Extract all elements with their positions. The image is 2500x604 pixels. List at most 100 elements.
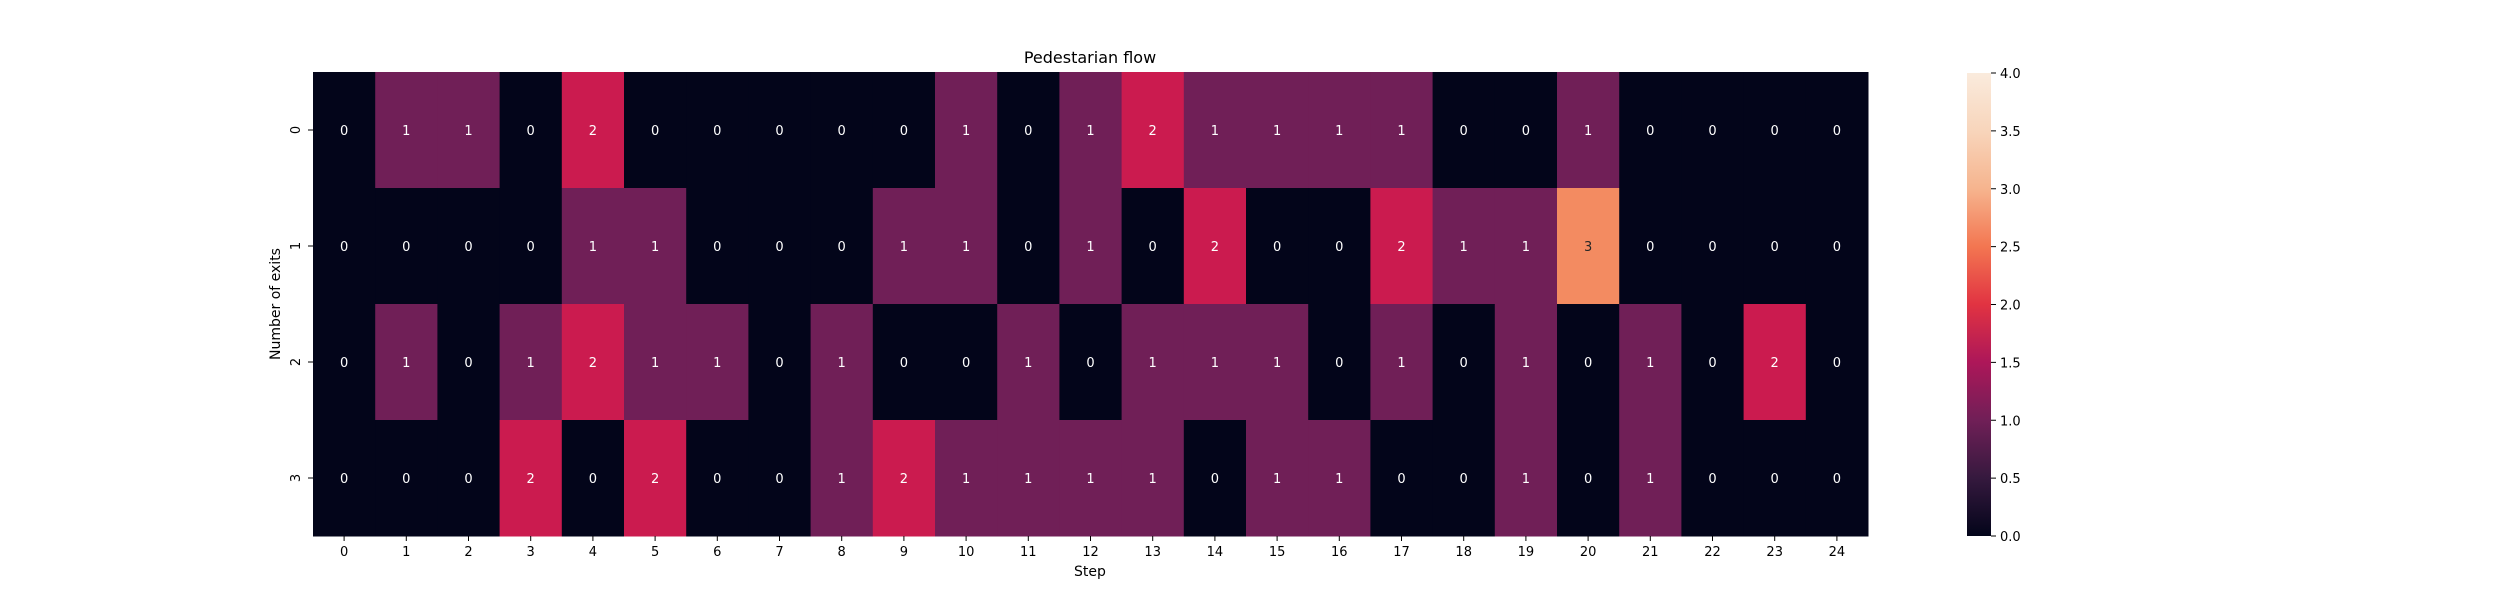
cell-value-label: 1: [1460, 240, 1468, 255]
cell-value-label: 1: [1522, 472, 1530, 487]
cell-value-label: 0: [1708, 240, 1716, 255]
heatmap-cell: [375, 72, 438, 189]
heatmap-cell: [624, 304, 687, 421]
cell-value-label: 1: [1335, 124, 1343, 139]
cell-value-label: 1: [1149, 356, 1157, 371]
cell-value-label: 1: [1584, 124, 1592, 139]
heatmap-cell: [1121, 304, 1185, 421]
heatmap-cells: [313, 72, 1869, 537]
colorbar: 0.0 0.5 1.0 1.5 2.0 2.5 3.0 3.5 4.0: [1967, 67, 2021, 545]
heatmap-cell: [1681, 304, 1745, 421]
cell-value-label: 0: [527, 240, 535, 255]
heatmap-cell: [748, 72, 812, 189]
cell-value-label: 0: [1397, 472, 1405, 487]
cell-value-label: 0: [1024, 240, 1032, 255]
heatmap-cell: [1246, 72, 1309, 189]
cell-value-label: 0: [1584, 472, 1592, 487]
heatmap-cell: [1743, 188, 1807, 305]
x-tick-label: 12: [1082, 545, 1099, 560]
cell-value-label: 1: [1522, 240, 1530, 255]
heatmap-cell: [1308, 188, 1371, 305]
heatmap-cell: [1183, 188, 1247, 305]
colorbar-gradient: [1967, 73, 1991, 536]
y-tick-label: 2: [289, 358, 304, 366]
heatmap-cell: [1557, 72, 1620, 189]
heatmap-cell: [437, 72, 501, 189]
colorbar-tick-label: 1.0: [2000, 414, 2021, 429]
cell-value-label: 0: [1460, 472, 1468, 487]
heatmap-cell: [748, 188, 812, 305]
cell-value-label: 0: [464, 356, 472, 371]
heatmap-cell: [561, 304, 625, 421]
heatmap-cell: [810, 188, 874, 305]
heatmap-cell: [1494, 420, 1558, 537]
x-tick-label: 10: [958, 545, 975, 560]
cell-value-label: 3: [1584, 240, 1592, 255]
cell-value-label: 1: [1211, 356, 1219, 371]
x-tick-label: 14: [1207, 545, 1224, 560]
heatmap-cell: [1743, 72, 1807, 189]
cell-value-label: 1: [713, 356, 721, 371]
cell-value-label: 1: [962, 124, 970, 139]
cell-value-label: 0: [340, 240, 348, 255]
heatmap-cell: [1619, 304, 1682, 421]
heatmap-cell: [1494, 72, 1558, 189]
x-tick-label: 0: [340, 545, 348, 560]
cell-value-label: 0: [838, 124, 846, 139]
heatmap-cell: [1308, 420, 1371, 537]
colorbar-tick-label: 0.0: [2000, 530, 2021, 545]
x-tick-label: 16: [1331, 545, 1348, 560]
heatmap-cell: [1494, 304, 1558, 421]
cell-value-label: 1: [1397, 356, 1405, 371]
heatmap-cell: [1246, 304, 1309, 421]
heatmap-cell: [935, 72, 998, 189]
cell-value-label: 1: [651, 240, 659, 255]
x-tick-label: 18: [1455, 545, 1472, 560]
heatmap-cell: [1681, 188, 1745, 305]
cell-value-label: 2: [900, 472, 908, 487]
heatmap-cell: [375, 188, 438, 305]
cell-value-label: 2: [651, 472, 659, 487]
cell-value-label: 1: [1211, 124, 1219, 139]
cell-value-label: 1: [962, 472, 970, 487]
x-tick-label: 9: [900, 545, 908, 560]
cell-value-label: 2: [1771, 356, 1779, 371]
cell-annotations: 0 1 1 0 2 0 0 0 0 0 1 0 1 2 1 1 1 1 0 0 1 0 0 0 0 0 0 0 0 1 1 0 0 0 1 1 0 1 0 2…: [340, 124, 1841, 487]
cell-value-label: 0: [1708, 124, 1716, 139]
cell-value-label: 1: [1086, 124, 1094, 139]
heatmap-cell: [499, 420, 563, 537]
x-tick-label: 2: [464, 545, 472, 560]
x-tick-label: 11: [1020, 545, 1037, 560]
cell-value-label: 0: [900, 124, 908, 139]
heatmap-cell: [1183, 72, 1247, 189]
heatmap-cell: [1494, 188, 1558, 305]
cell-value-label: 1: [838, 356, 846, 371]
heatmap-cell: [935, 188, 998, 305]
heatmap-cell: [997, 72, 1060, 189]
x-tick-label: 15: [1269, 545, 1286, 560]
heatmap-cell: [1805, 304, 1869, 421]
cell-value-label: 2: [1397, 240, 1405, 255]
cell-value-label: 0: [775, 472, 783, 487]
cell-value-label: 0: [340, 356, 348, 371]
heatmap-cell: [1370, 304, 1434, 421]
cell-value-label: 0: [775, 124, 783, 139]
x-tick-label: 23: [1766, 545, 1783, 560]
cell-value-label: 0: [1833, 356, 1841, 371]
cell-value-label: 0: [962, 356, 970, 371]
cell-value-label: 0: [1646, 124, 1654, 139]
heatmap-cell: [1432, 304, 1496, 421]
heatmap-cell: [1743, 420, 1807, 537]
y-tick-label: 1: [289, 242, 304, 250]
heatmap-cell: [1557, 420, 1620, 537]
heatmap-cell: [1432, 188, 1496, 305]
x-tick-label: 20: [1580, 545, 1597, 560]
heatmap-cell: [624, 72, 687, 189]
heatmap-cell: [1619, 72, 1682, 189]
heatmap-cell: [437, 304, 501, 421]
cell-value-label: 0: [900, 356, 908, 371]
heatmap-cell: [935, 420, 998, 537]
heatmap-cell: [1805, 72, 1869, 189]
heatmap-cell: [686, 420, 749, 537]
heatmap-cell: [1619, 188, 1682, 305]
